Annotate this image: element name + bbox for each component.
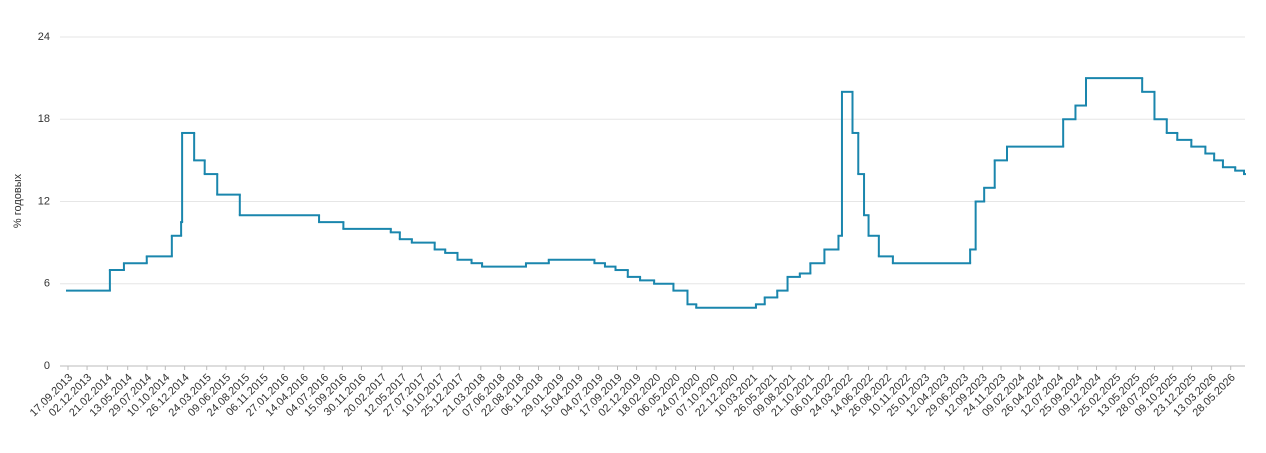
y-tick-label: 24 (38, 31, 50, 43)
y-axis-label: % годовых (12, 173, 24, 228)
y-tick-label: 12 (38, 195, 50, 207)
y-tick-label: 18 (38, 113, 50, 125)
y-tick-label: 6 (44, 278, 50, 290)
y-tick-label: 0 (44, 360, 50, 372)
